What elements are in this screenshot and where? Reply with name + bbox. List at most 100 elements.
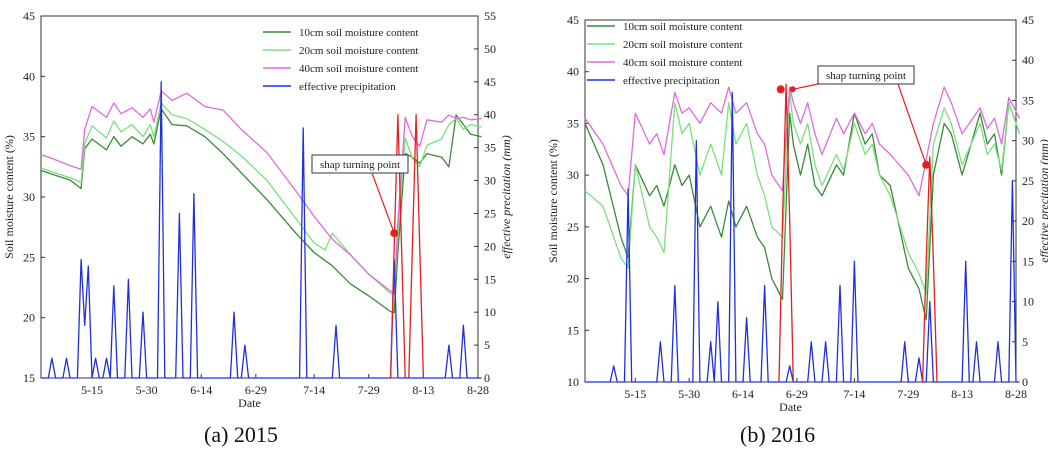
left-tick-label: 25 (23, 250, 35, 264)
annotation-arrow (371, 172, 395, 234)
legend-entry: 10cm soil moisture content (623, 21, 742, 33)
annotation: shap turning point (776, 65, 931, 169)
right-tick-label: 50 (484, 42, 496, 56)
left-tick-label: 20 (23, 311, 35, 325)
annotation-box (817, 65, 915, 85)
right-tick-label: 20 (1022, 214, 1034, 228)
left-tick-label: 45 (23, 9, 35, 23)
right-axis-label: effective precitation (mm) (499, 135, 513, 259)
right-tick-label: 25 (484, 206, 496, 220)
series-line-5 (921, 156, 938, 383)
x-tick-label: 5-15 (81, 383, 103, 397)
x-tick-label: 6-14 (190, 383, 212, 397)
right-tick-label: 15 (484, 272, 496, 286)
annotation: shap turning point (311, 154, 409, 238)
caption-2015: (a) 2015 (204, 422, 278, 447)
right-tick-label: 20 (484, 239, 496, 253)
left-tick-label: 25 (567, 220, 579, 234)
left-tick-label: 30 (567, 168, 579, 182)
left-tick-label: 10 (567, 375, 579, 389)
caption-2016: (b) 2016 (740, 422, 816, 447)
x-tick-label: 5-30 (678, 387, 700, 401)
left-tick-label: 35 (23, 130, 35, 144)
legend-entry: 40cm soil moisture content (299, 63, 418, 75)
legend-entry: effective precipitation (623, 75, 720, 87)
right-tick-label: 35 (1022, 93, 1034, 107)
right-tick-label: 40 (484, 108, 496, 122)
left-tick-label: 15 (23, 371, 35, 385)
legend: 10cm soil moisture content 20cm soil mois… (263, 27, 418, 93)
legend-entry: 20cm soil moisture content (299, 45, 418, 57)
x-axis-label: Date (238, 396, 261, 410)
turning-point-marker (922, 160, 931, 169)
turning-point-marker (776, 85, 785, 94)
x-tick-label: 7-29 (358, 383, 380, 397)
right-tick-label: 45 (1022, 13, 1034, 27)
x-tick-label: 6-29 (786, 387, 808, 401)
legend-entry: effective precipitation (299, 81, 396, 93)
x-tick-label: 5-30 (136, 383, 158, 397)
series-line-0 (40, 108, 482, 314)
right-tick-label: 10 (1022, 295, 1034, 309)
x-tick-label: 8-28 (1005, 387, 1027, 401)
left-tick-label: 40 (567, 65, 579, 79)
annotation-text: shap turning point (320, 159, 400, 171)
right-tick-label: 15 (1022, 254, 1034, 268)
turning-point-marker (789, 86, 796, 93)
chart-1: 10 15 20 25 30 35 40 45 0 5 10 15 20 25 30 35 40 45 5-15 5-… (546, 13, 1048, 414)
right-tick-label: 25 (1022, 174, 1034, 188)
right-tick-label: 10 (484, 305, 496, 319)
right-tick-label: 45 (484, 75, 496, 89)
right-axis-label: effective precitation (mm) (1037, 139, 1048, 263)
left-tick-label: 15 (567, 323, 579, 337)
series-line-0 (584, 102, 1021, 321)
right-tick-label: 55 (484, 9, 496, 23)
series-line-3 (585, 91, 1020, 383)
x-tick-label: 6-14 (732, 387, 754, 401)
right-tick-label: 35 (484, 141, 496, 155)
left-tick-label: 40 (23, 69, 35, 83)
series-line-5 (408, 114, 425, 379)
series-line-1 (40, 102, 482, 296)
legend-entry: 40cm soil moisture content (623, 57, 742, 69)
x-tick-label: 8-13 (412, 383, 434, 397)
right-tick-label: 5 (484, 338, 490, 352)
left-axis-label: Soil moisture content (%) (546, 139, 560, 263)
left-tick-label: 30 (23, 190, 35, 204)
series-line-2 (40, 90, 482, 295)
annotation-arrow (897, 83, 927, 165)
x-tick-label: 7-14 (303, 383, 325, 397)
left-tick-label: 20 (567, 272, 579, 286)
right-tick-label: 0 (1022, 375, 1028, 389)
series-line-4 (778, 83, 794, 383)
series-line-1 (584, 91, 1021, 295)
right-tick-label: 40 (1022, 53, 1034, 67)
x-tick-label: 8-13 (951, 387, 973, 401)
annotation-arrow (792, 83, 819, 90)
legend-entry: 10cm soil moisture content (299, 27, 418, 39)
series-line-4 (389, 114, 406, 379)
right-tick-label: 0 (484, 371, 490, 385)
left-tick-label: 35 (567, 116, 579, 130)
x-tick-label: 7-14 (843, 387, 865, 401)
left-axis-label: Soil moisture content (%) (2, 135, 16, 259)
x-tick-label: 5-15 (624, 387, 646, 401)
turning-point-marker (390, 229, 399, 238)
annotation-text: shap turning point (826, 70, 906, 82)
x-axis-label: Date (779, 400, 802, 414)
right-tick-label: 30 (484, 174, 496, 188)
series-line-2 (584, 86, 1021, 197)
right-tick-label: 30 (1022, 134, 1034, 148)
x-tick-label: 7-29 (897, 387, 919, 401)
chart-0: 15 20 25 30 35 40 45 0 5 10 15 20 25 30 35 40 45 50 55 5-15… (2, 9, 513, 410)
legend-entry: 20cm soil moisture content (623, 39, 742, 51)
series-line-3 (41, 81, 482, 379)
left-tick-label: 45 (567, 13, 579, 27)
x-tick-label: 6-29 (245, 383, 267, 397)
x-tick-label: 8-28 (467, 383, 489, 397)
legend: 10cm soil moisture content 20cm soil mois… (587, 21, 742, 87)
annotation-box (311, 154, 409, 174)
right-tick-label: 5 (1022, 335, 1028, 349)
